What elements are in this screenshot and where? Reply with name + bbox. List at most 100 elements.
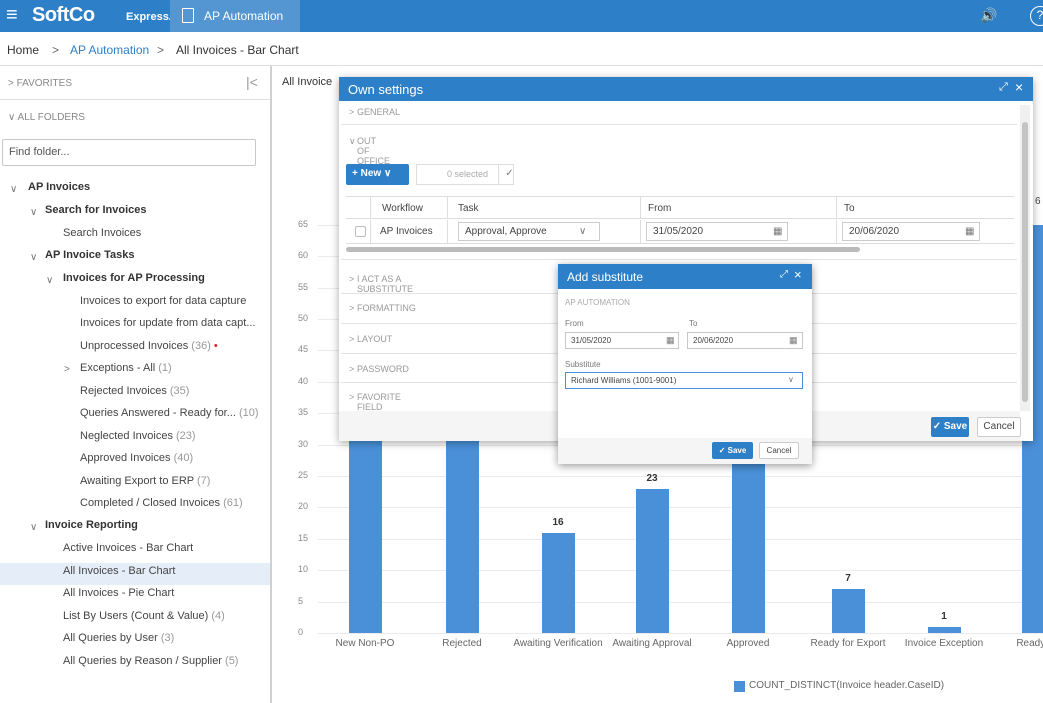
- bar-invoice-exception[interactable]: [927, 626, 961, 633]
- to-date-input[interactable]: 20/06/2020: [687, 332, 803, 349]
- gridline: [318, 633, 1043, 634]
- tree-item-unprocessed[interactable]: Unprocessed Invoices (36) •: [80, 340, 218, 352]
- column-to[interactable]: To: [844, 203, 855, 214]
- tree-item-completed[interactable]: Completed / Closed Invoices (61): [80, 497, 243, 509]
- cancel-button[interactable]: Cancel: [759, 442, 799, 459]
- tree-item-approved[interactable]: Approved Invoices (40): [80, 452, 194, 464]
- close-icon[interactable]: ×: [794, 267, 802, 282]
- find-folder-input[interactable]: Find folder...: [2, 139, 256, 166]
- chevron-down-icon[interactable]: ∨: [788, 375, 794, 384]
- to-date-input[interactable]: 20/06/2020: [842, 222, 980, 241]
- substitute-select[interactable]: Richard Williams (1001-9001): [565, 372, 803, 389]
- save-button[interactable]: ✓ Save: [712, 442, 753, 459]
- bar-data-label: 23: [646, 472, 658, 484]
- chevron-right-icon[interactable]: >: [64, 364, 70, 375]
- gridline: [318, 538, 1043, 540]
- calendar-icon[interactable]: ▦: [666, 335, 675, 345]
- tree-item-queries-answered[interactable]: Queries Answered - Ready for... (10): [80, 407, 259, 419]
- tree-item-ap-invoices[interactable]: AP Invoices: [28, 181, 91, 193]
- bar-awaiting-verification[interactable]: [541, 532, 575, 633]
- check-icon[interactable]: ✓: [498, 165, 520, 184]
- chevron-down-icon[interactable]: ∨: [46, 275, 54, 286]
- x-tick-label: Approved: [726, 638, 770, 649]
- document-icon: [182, 8, 194, 23]
- section-out-of-office[interactable]: ∨ OUT OF OFFICE: [349, 136, 390, 166]
- calendar-icon[interactable]: ▦: [789, 335, 798, 345]
- tree-item-search-invoices[interactable]: Search Invoices: [63, 227, 142, 239]
- chevron-down-icon[interactable]: ∨: [30, 252, 38, 263]
- section-general[interactable]: > GENERAL: [341, 101, 1017, 125]
- legend-swatch: [734, 681, 745, 692]
- task-select[interactable]: Approval, Approve: [458, 222, 600, 241]
- from-date-input[interactable]: 31/05/2020: [646, 222, 788, 241]
- save-button[interactable]: ✓ Save: [931, 417, 969, 437]
- y-tick-label: 25: [298, 470, 309, 480]
- tree-item-neglected[interactable]: Neglected Invoices (23): [80, 430, 196, 442]
- collapse-sidebar-icon[interactable]: |<: [246, 74, 258, 90]
- new-button[interactable]: + New ∨: [346, 164, 409, 185]
- tree-item-rejected[interactable]: Rejected Invoices (35): [80, 385, 190, 397]
- chevron-down-icon[interactable]: ∨: [30, 207, 38, 218]
- scrollbar-thumb[interactable]: [1022, 122, 1028, 402]
- x-tick-label: New Non-PO: [335, 638, 395, 649]
- tree-item-exceptions[interactable]: Exceptions - All (1): [80, 362, 172, 374]
- help-icon[interactable]: ?: [1030, 6, 1043, 26]
- bar-awaiting-approval[interactable]: [635, 488, 669, 633]
- tree-item-search-for-invoices[interactable]: Search for Invoices: [45, 204, 147, 216]
- cancel-button[interactable]: Cancel: [977, 417, 1021, 437]
- tree-item-ap-invoice-tasks[interactable]: AP Invoice Tasks: [45, 249, 135, 261]
- gridline: [318, 601, 1043, 603]
- x-tick-label: Ready for: [1016, 638, 1043, 649]
- tree-item-awaiting-export[interactable]: Awaiting Export to ERP (7): [80, 475, 211, 487]
- main-tab-all-invoices[interactable]: All Invoice: [282, 76, 333, 88]
- to-label: To: [689, 319, 698, 328]
- row-checkbox[interactable]: [355, 226, 366, 237]
- tree-item-all-pie-chart[interactable]: All Invoices - Pie Chart: [63, 587, 175, 599]
- tree-item-list-by-users[interactable]: List By Users (Count & Value) (4): [63, 610, 225, 622]
- chevron-down-icon[interactable]: ∨: [30, 522, 38, 533]
- favorites-header[interactable]: > FAVORITES |<: [0, 66, 270, 100]
- breadcrumb-home[interactable]: Home: [7, 43, 40, 57]
- chevron-down-icon[interactable]: ∨: [10, 184, 18, 195]
- calendar-icon[interactable]: ▦: [773, 226, 783, 237]
- menu-icon[interactable]: ≡: [6, 4, 18, 26]
- tree-item-queries-by-user[interactable]: All Queries by User (3): [63, 632, 175, 644]
- ap-automation-tab[interactable]: AP Automation: [170, 0, 300, 32]
- tree-item-active-bar-chart[interactable]: Active Invoices - Bar Chart: [63, 542, 194, 554]
- breadcrumb-ap-automation[interactable]: AP Automation: [70, 43, 150, 57]
- x-tick-label: Awaiting Approval: [612, 638, 692, 649]
- y-tick-label: 50: [298, 313, 309, 323]
- all-folders-header[interactable]: ∨ ALL FOLDERS: [8, 112, 85, 123]
- y-tick-label: 55: [298, 281, 309, 292]
- calendar-icon[interactable]: ▦: [965, 226, 975, 237]
- tree-item-all-bar-chart[interactable]: All Invoices - Bar Chart: [63, 565, 176, 577]
- column-task[interactable]: Task: [458, 203, 479, 214]
- bar-data-label: 16: [552, 516, 564, 528]
- x-tick-label: Ready for Export: [810, 638, 886, 649]
- tree-item-queries-by-reason[interactable]: All Queries by Reason / Supplier (5): [63, 655, 239, 667]
- breadcrumb-separator: >: [52, 43, 60, 57]
- y-tick-label: 15: [298, 532, 309, 543]
- tree-item-invoice-reporting[interactable]: Invoice Reporting: [45, 519, 138, 531]
- chevron-down-icon: ∨: [383, 168, 392, 179]
- tree-item-invoices-for-ap-processing[interactable]: Invoices for AP Processing: [63, 272, 205, 284]
- y-tick-label: 10: [298, 564, 309, 575]
- gridline: [318, 476, 1043, 477]
- close-icon[interactable]: ×: [1015, 79, 1024, 95]
- tree-item-update-data-capture[interactable]: Invoices for update from data capt...: [80, 317, 256, 329]
- edge-label: 6: [1035, 196, 1041, 207]
- tree-item-export-data-capture[interactable]: Invoices to export for data capture: [80, 295, 247, 307]
- y-tick-label: 35: [298, 407, 309, 418]
- horizontal-scrollbar[interactable]: [346, 247, 860, 252]
- expand-icon[interactable]: ⤢: [780, 269, 788, 280]
- brand-subtitle: ExpressAP: [126, 11, 185, 23]
- column-from[interactable]: From: [648, 203, 672, 214]
- speaker-icon[interactable]: 🔊: [980, 7, 998, 23]
- bar-ready-for-export[interactable]: [831, 589, 865, 633]
- expand-icon[interactable]: ⤢: [999, 81, 1008, 93]
- y-tick-label: 5: [298, 595, 304, 606]
- dialog-header: Own settings ⤢ ×: [339, 77, 1033, 101]
- column-workflow[interactable]: Workflow: [382, 203, 423, 214]
- from-date-input[interactable]: 31/05/2020: [565, 332, 679, 349]
- table-row[interactable]: AP Invoices Approval, Approve ∨ 31/05/20…: [346, 220, 1014, 244]
